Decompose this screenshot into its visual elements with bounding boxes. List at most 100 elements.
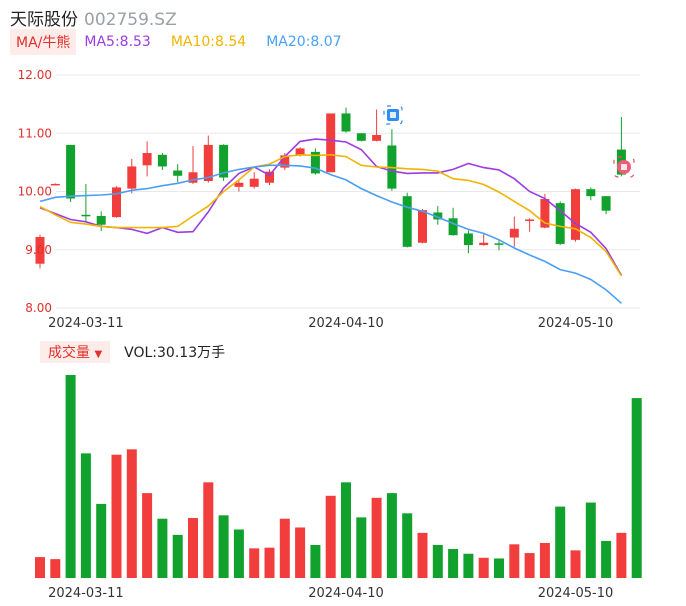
candle	[310, 148, 320, 175]
candle	[479, 234, 489, 246]
candle	[112, 186, 121, 218]
volume-bar	[448, 549, 459, 578]
candle-body	[50, 183, 60, 186]
volume-bar	[585, 502, 596, 578]
volume-bar	[402, 513, 413, 578]
candle	[387, 129, 397, 191]
ma-indicator-tab[interactable]: MA/牛熊	[10, 29, 77, 55]
candle-body	[586, 189, 596, 197]
date-axis-price: 2024-03-11 2024-04-10 2024-05-10	[48, 316, 613, 331]
volume-bar	[233, 529, 244, 578]
candle-body	[402, 196, 412, 247]
volume-value: VOL:30.13万手	[124, 345, 226, 361]
candle	[234, 180, 244, 192]
volume-bar	[188, 518, 198, 578]
candle	[341, 107, 351, 133]
ma10-line	[39, 153, 623, 277]
candle	[50, 183, 60, 186]
candle	[219, 144, 229, 182]
candle	[555, 201, 565, 246]
caret-down-icon: ▼	[94, 349, 103, 360]
candle	[586, 187, 596, 201]
candle	[203, 135, 213, 183]
ma20-line	[39, 164, 622, 304]
volume-bar	[295, 527, 306, 578]
candle	[372, 109, 382, 142]
candle-body	[341, 113, 351, 132]
x-tick-label: 2024-04-10	[308, 586, 384, 601]
candle	[188, 146, 198, 184]
bull-marker-icon	[613, 156, 635, 178]
volume-bar	[218, 515, 229, 578]
volume-bar	[279, 518, 290, 578]
stock-title: 天际股份 002759.SZ	[10, 5, 177, 30]
candle-body	[96, 215, 106, 225]
ma-legend: MA/牛熊 MA5:8.53 MA10:8.54 MA20:8.07	[10, 29, 342, 55]
candle-body	[310, 151, 320, 174]
volume-bar	[325, 495, 336, 578]
stock-code: 002759.SZ	[84, 10, 177, 30]
candle-body	[463, 233, 473, 246]
volume-bar	[142, 493, 153, 578]
candle	[127, 158, 137, 194]
candle-body	[555, 203, 565, 244]
volume-bar	[631, 398, 642, 578]
candle	[525, 218, 535, 232]
volume-bar	[80, 453, 91, 578]
ma20-value: MA20:8.07	[266, 34, 342, 50]
candle	[249, 172, 259, 189]
y-tick-label: 9.00	[25, 243, 52, 257]
date-axis-volume: 2024-03-11 2024-04-10 2024-05-10	[48, 586, 613, 601]
event-markers	[383, 105, 635, 178]
volume-bar	[50, 559, 61, 578]
candle-body	[571, 189, 580, 240]
volume-bar	[432, 544, 443, 578]
volume-bar	[341, 482, 351, 578]
candle	[601, 196, 611, 215]
x-tick-label: 2024-03-11	[48, 316, 124, 331]
candlestick-series	[35, 107, 626, 269]
volume-bar	[463, 553, 474, 578]
candle-body	[173, 170, 183, 176]
volume-bar	[65, 375, 76, 578]
candle-body	[448, 218, 458, 236]
candle	[81, 183, 91, 222]
x-tick-label: 2024-05-10	[538, 316, 614, 331]
candle-body	[525, 219, 535, 221]
ma5-line	[39, 138, 623, 276]
candle	[402, 192, 412, 248]
volume-indicator-tab[interactable]: 成交量 ▼	[40, 341, 111, 363]
volume-bar	[96, 503, 107, 578]
ma10-value: MA10:8.54	[170, 34, 247, 50]
stock-name: 天际股份	[10, 10, 78, 30]
volume-legend: 成交量 ▼ VOL:30.13万手	[40, 341, 226, 363]
x-tick-label: 2024-03-11	[48, 586, 124, 601]
candle	[96, 211, 106, 232]
candle-body	[540, 199, 550, 228]
candle-body	[35, 236, 45, 264]
y-tick-label: 11.00	[18, 126, 52, 140]
marker-glyph	[390, 112, 396, 118]
volume-bar	[203, 482, 214, 578]
x-tick-label: 2024-04-10	[308, 316, 384, 331]
volume-bar	[111, 454, 122, 578]
candle	[418, 208, 427, 244]
volume-bar	[555, 506, 566, 578]
candle	[463, 230, 473, 254]
candle	[509, 216, 519, 247]
x-tick-label: 2024-05-10	[538, 586, 614, 601]
volume-bar	[356, 517, 367, 578]
candle	[173, 164, 183, 183]
volume-bar	[371, 497, 382, 578]
marker-glyph	[621, 164, 627, 170]
candle-body	[479, 242, 489, 246]
candle	[448, 207, 458, 236]
volume-bar	[417, 532, 428, 578]
volume-bar	[157, 518, 168, 578]
candle-body	[280, 155, 290, 168]
moving-average-lines	[39, 138, 623, 304]
candle	[571, 188, 580, 242]
candle	[142, 141, 152, 177]
volume-bar	[494, 558, 504, 578]
candle-body	[188, 172, 198, 183]
